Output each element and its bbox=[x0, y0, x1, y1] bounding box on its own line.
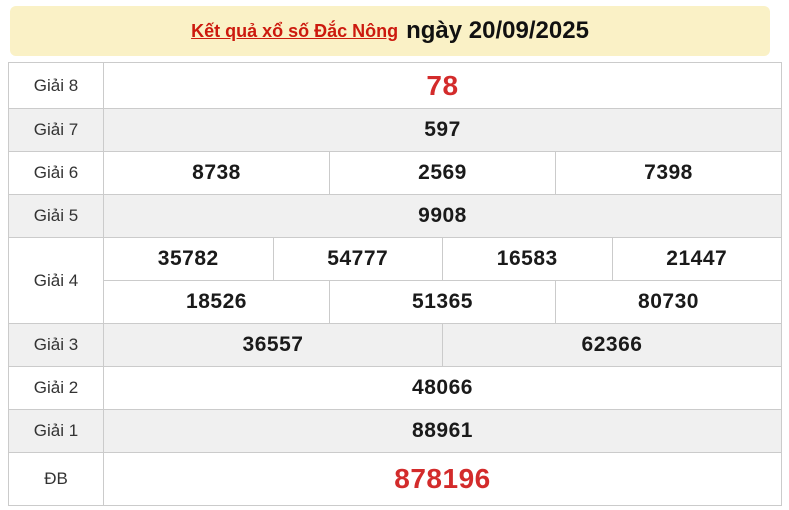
prize-row-3: Giải 3 36557 62366 bbox=[8, 323, 782, 367]
page-header: Kết quả xổ số Đắc Nông ngày 20/09/2025 bbox=[10, 6, 770, 56]
prize-number: 62366 bbox=[442, 323, 782, 367]
prize-row-7: Giải 7 597 bbox=[8, 108, 782, 152]
prize-number: 8738 bbox=[103, 151, 330, 195]
prize-number: 18526 bbox=[103, 280, 330, 324]
prize-row-4b: 18526 51365 80730 bbox=[9, 280, 782, 324]
lottery-title-link[interactable]: Kết quả xổ số Đắc Nông bbox=[191, 20, 399, 41]
prize-row-8: Giải 8 78 bbox=[8, 62, 782, 109]
prize-row-2: Giải 2 48066 bbox=[8, 366, 782, 410]
prize-label: Giải 8 bbox=[8, 62, 104, 109]
draw-date: ngày 20/09/2025 bbox=[406, 17, 589, 44]
prize-label: Giải 1 bbox=[8, 409, 104, 453]
prize-label: Giải 2 bbox=[8, 366, 104, 410]
prize-row-1: Giải 1 88961 bbox=[8, 409, 782, 453]
prize-row-4a: Giải 4 35782 54777 16583 21447 bbox=[8, 237, 782, 324]
prize-number: 36557 bbox=[103, 323, 443, 367]
prize-number: 9908 bbox=[103, 194, 782, 238]
prize-label: Giải 4 bbox=[8, 237, 104, 324]
prize-row-6: Giải 6 8738 2569 7398 bbox=[8, 151, 782, 195]
prize-row-5: Giải 5 9908 bbox=[8, 194, 782, 238]
results-table: Giải 8 78 Giải 7 597 Giải 6 8738 2569 73… bbox=[8, 62, 782, 506]
prize-number: 51365 bbox=[329, 280, 556, 324]
lottery-results-page: Kết quả xổ số Đắc Nông ngày 20/09/2025 G… bbox=[0, 6, 789, 506]
prize-number: 21447 bbox=[611, 237, 782, 281]
prize-number-special: 878196 bbox=[103, 452, 782, 506]
prize-number: 2569 bbox=[329, 151, 556, 195]
prize-number: 48066 bbox=[103, 366, 782, 410]
prize-number: 597 bbox=[103, 108, 782, 152]
prize-number: 54777 bbox=[272, 237, 443, 281]
prize-number: 88961 bbox=[103, 409, 782, 453]
prize-number: 35782 bbox=[103, 237, 274, 281]
prize-row-db: ĐB 878196 bbox=[8, 452, 782, 506]
prize-label: ĐB bbox=[8, 452, 104, 506]
prize-number: 16583 bbox=[442, 237, 613, 281]
prize-number: 80730 bbox=[555, 280, 782, 324]
prize-label: Giải 5 bbox=[8, 194, 104, 238]
prize-label: Giải 6 bbox=[8, 151, 104, 195]
prize-label: Giải 7 bbox=[8, 108, 104, 152]
prize-number-special: 78 bbox=[103, 62, 782, 109]
prize-label: Giải 3 bbox=[8, 323, 104, 367]
prize-number: 7398 bbox=[555, 151, 782, 195]
